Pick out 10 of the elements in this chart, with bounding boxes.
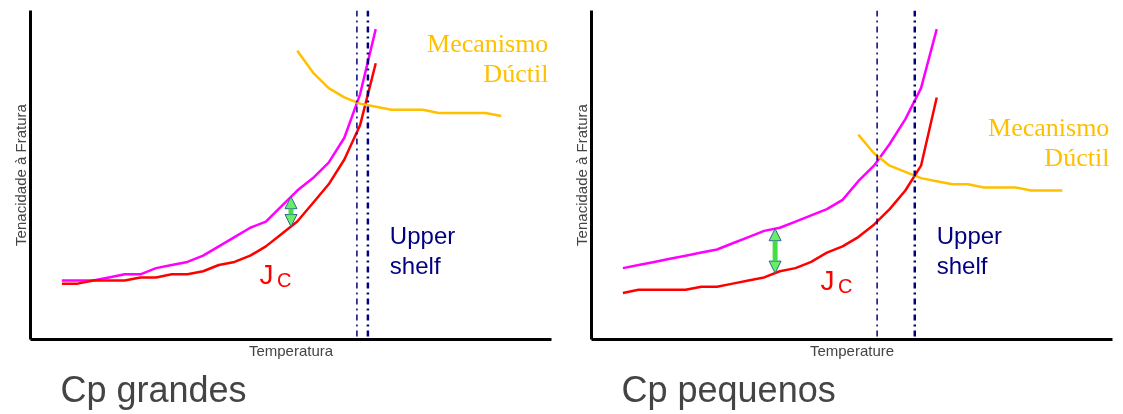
- text: Cp grandes: [60, 368, 247, 410]
- x-axis-title: Temperatura: [248, 341, 334, 359]
- annotation: Upper shelf: [389, 221, 456, 279]
- text: Cp pequenos: [621, 368, 836, 410]
- x-axis-title: Temperature: [809, 341, 895, 359]
- annotation: Upper shelf: [936, 221, 1003, 279]
- y-axis-title: Tenacidade à Fratura: [572, 103, 590, 246]
- series-label: Mecanismo Dúctil: [427, 29, 549, 89]
- series-label: Mecanismo Dúctil: [988, 112, 1110, 172]
- y-axis-title: Tenacidade à Fratura: [11, 103, 29, 246]
